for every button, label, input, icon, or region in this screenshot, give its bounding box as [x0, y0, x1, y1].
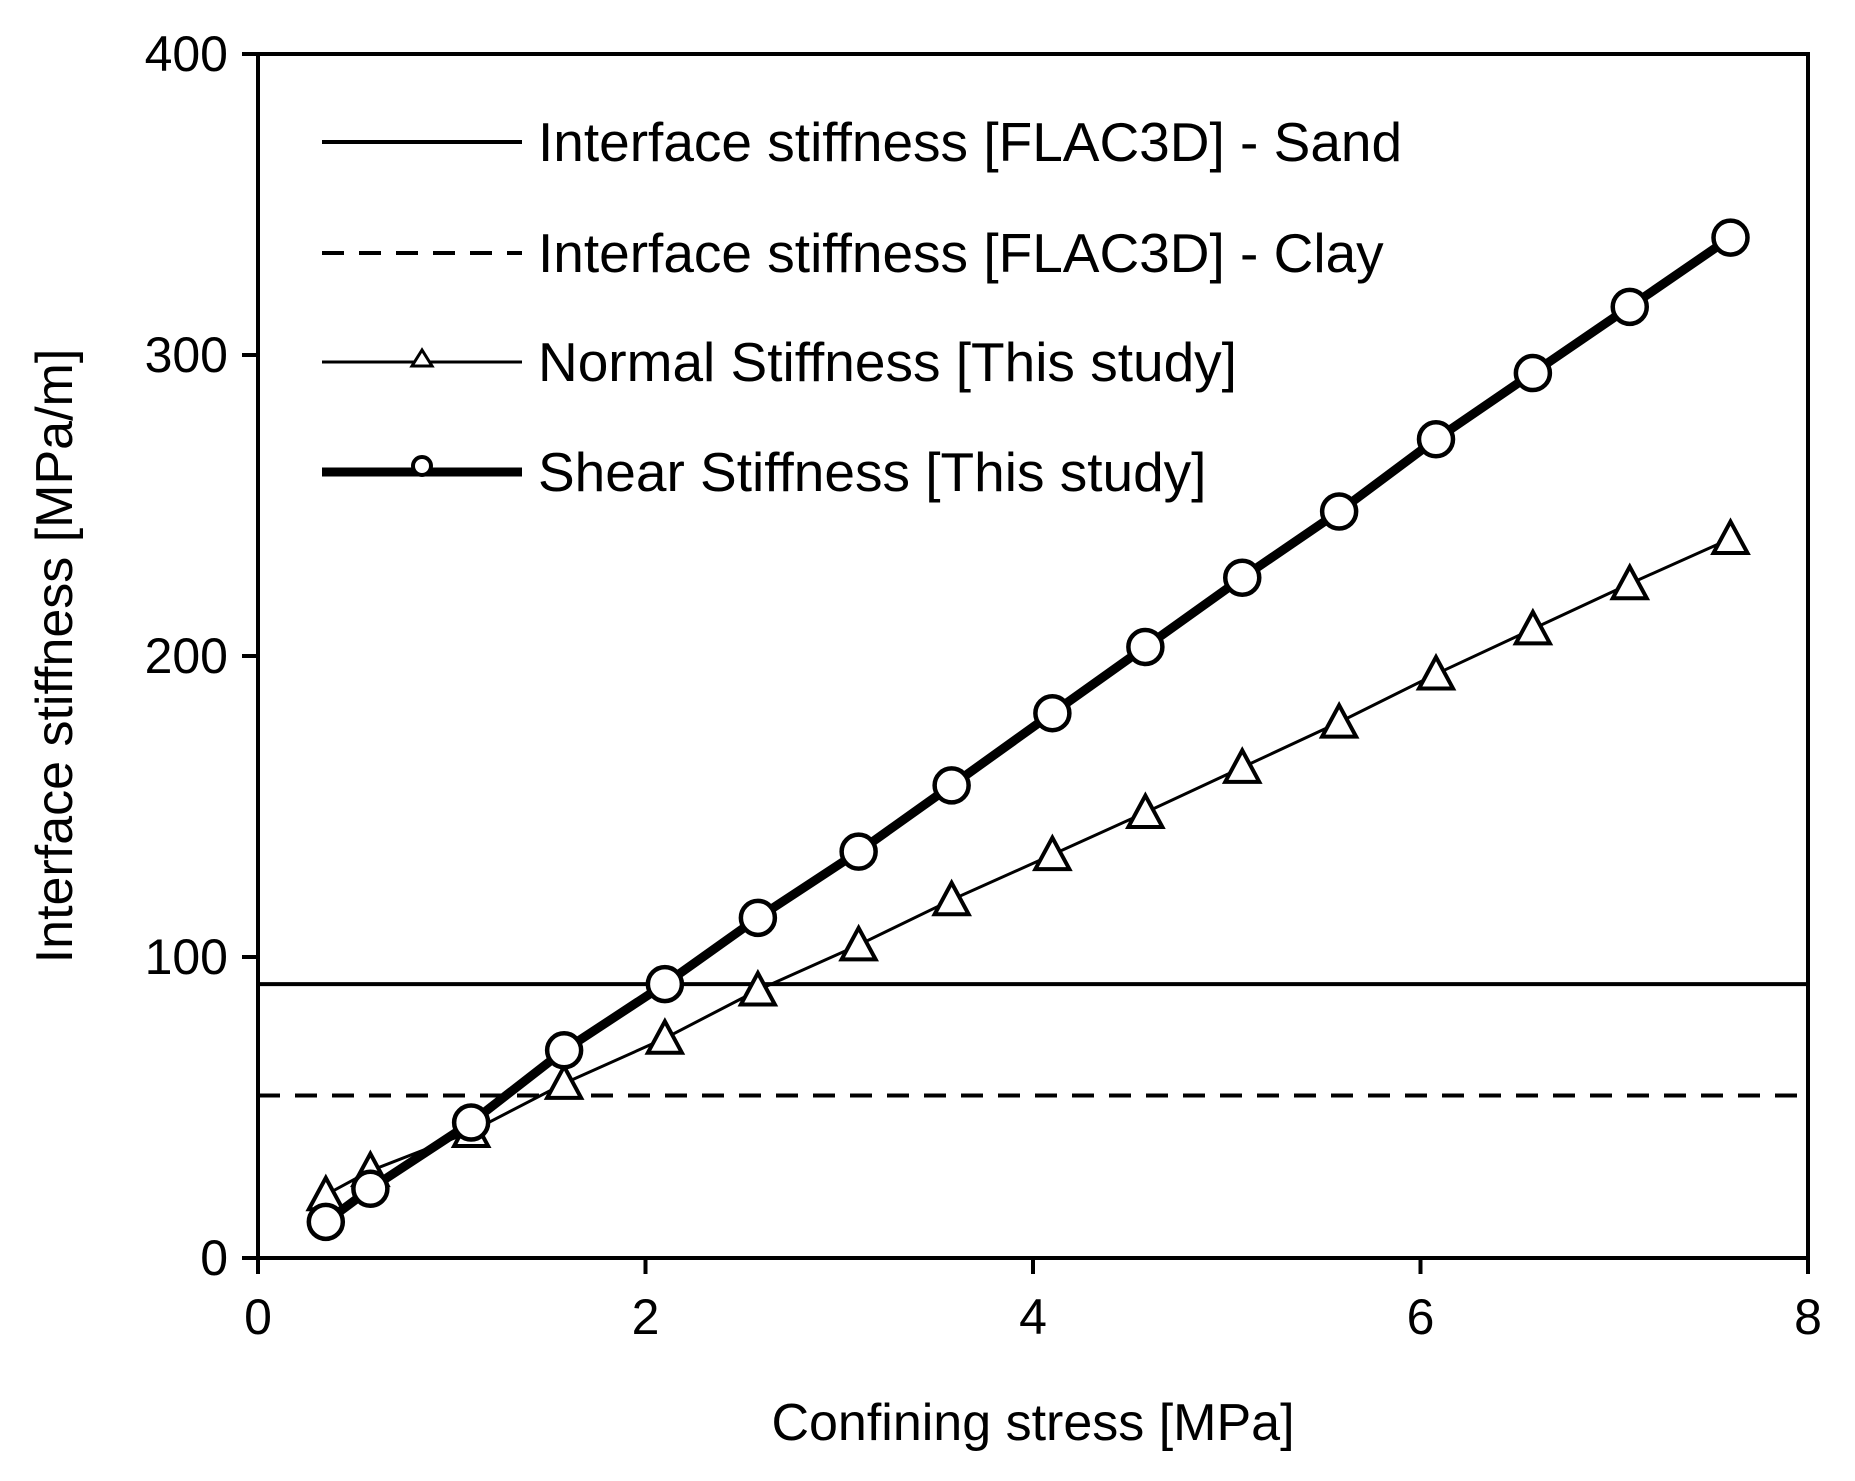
- legend-label: Normal Stiffness [This study]: [538, 331, 1237, 393]
- y-tick-label: 0: [200, 1230, 228, 1286]
- data-point: [1125, 791, 1166, 829]
- data-point: [543, 1062, 585, 1100]
- y-tick-label: 300: [145, 327, 228, 383]
- series-layer: [258, 218, 1808, 1242]
- legend-label: Interface stiffness [FLAC3D] - Clay: [538, 222, 1384, 284]
- series-3: [305, 517, 1751, 1212]
- legend-entry-2: Interface stiffness [FLAC3D] - Clay: [322, 222, 1384, 284]
- data-point: [1318, 701, 1360, 739]
- series-line: [325, 537, 1732, 1197]
- x-axis-title: Confining stress [MPa]: [771, 1394, 1294, 1452]
- data-point: [839, 832, 878, 871]
- data-point: [644, 1017, 686, 1055]
- data-point: [1513, 353, 1553, 393]
- legend-marker: [411, 455, 433, 477]
- data-point: [1416, 420, 1456, 459]
- data-point: [544, 1031, 584, 1070]
- legend-marker: [409, 347, 435, 368]
- series-4: [306, 218, 1750, 1242]
- x-tick-label: 6: [1407, 1289, 1435, 1345]
- data-point: [351, 1169, 390, 1209]
- data-point: [1710, 517, 1751, 556]
- data-point: [1711, 218, 1750, 257]
- series-line: [323, 233, 1734, 1226]
- data-point: [1415, 652, 1457, 691]
- y-axis-title: Interface stiffness [MPa/m]: [26, 349, 84, 964]
- legend-entry-3: Normal Stiffness [This study]: [322, 331, 1237, 393]
- data-point: [1032, 833, 1073, 872]
- y-tick-label: 200: [145, 628, 228, 684]
- data-point: [838, 923, 879, 962]
- x-tick-label: 2: [632, 1289, 660, 1345]
- legend: Interface stiffness [FLAC3D] - Sand Inter…: [322, 111, 1402, 503]
- y-tick-label: 100: [145, 929, 228, 985]
- data-point: [451, 1103, 491, 1142]
- x-tick-label: 0: [244, 1289, 272, 1345]
- data-point: [1512, 607, 1554, 646]
- legend-label: Interface stiffness [FLAC3D] - Sand: [538, 111, 1402, 173]
- data-point: [931, 878, 972, 917]
- data-point: [1126, 627, 1165, 667]
- data-point: [1221, 746, 1263, 784]
- axes: 0 100 200 300 400 0 2 4 6 8: [145, 26, 1822, 1345]
- data-point: [1223, 558, 1262, 597]
- data-point: [738, 898, 778, 938]
- data-point: [1319, 492, 1359, 531]
- legend-label: Shear Stiffness [This study]: [538, 441, 1206, 503]
- data-point: [1610, 287, 1649, 327]
- data-point: [737, 968, 779, 1007]
- legend-entry-4: Shear Stiffness [This study]: [322, 441, 1206, 503]
- y-tick-label: 400: [145, 26, 228, 82]
- x-tick-label: 8: [1794, 1289, 1822, 1345]
- legend-entry-1: Interface stiffness [FLAC3D] - Sand: [322, 111, 1402, 173]
- data-point: [932, 766, 971, 805]
- data-point: [306, 1202, 346, 1242]
- data-point: [1033, 693, 1072, 733]
- x-tick-label: 4: [1019, 1289, 1047, 1345]
- data-point: [645, 964, 685, 1004]
- data-point: [1609, 562, 1651, 601]
